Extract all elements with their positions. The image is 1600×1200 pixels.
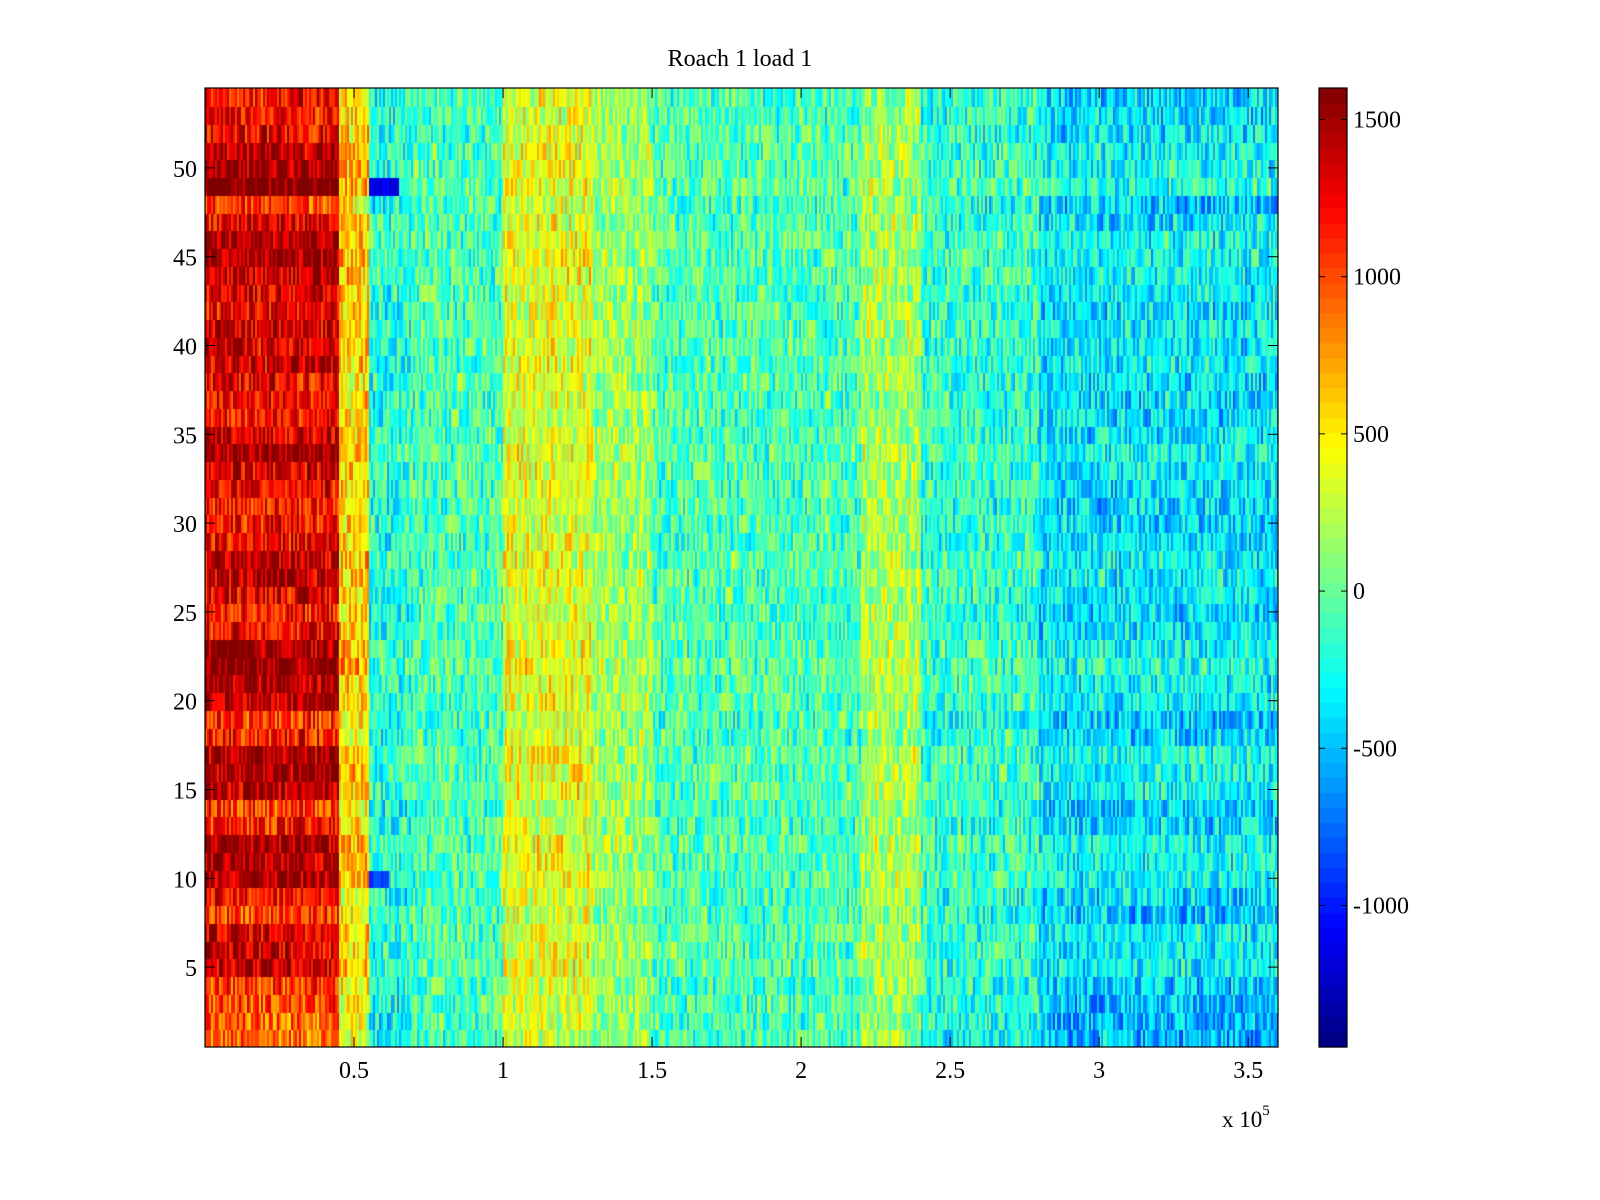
colorbar-tick-label: -500: [1353, 736, 1397, 762]
colorbar-tick-label: 0: [1353, 579, 1365, 605]
colorbar-segment: [1319, 1002, 1347, 1018]
colorbar-segment: [1319, 88, 1347, 104]
colorbar-segment: [1319, 462, 1347, 479]
x-tick-label: 2.5: [935, 1058, 965, 1084]
colorbar-segment: [1319, 267, 1347, 284]
colorbar-segment: [1319, 897, 1347, 913]
colorbar-segment: [1319, 1032, 1347, 1048]
colorbar-segment: [1319, 132, 1347, 149]
colorbar-segment: [1319, 477, 1347, 494]
colorbar-segment: [1319, 147, 1347, 164]
colorbar: 1500 1000 500 0 -500 -1000: [1318, 87, 1409, 1048]
colorbar-segment: [1319, 657, 1347, 673]
chart-title: Roach 1 load 1: [668, 46, 813, 72]
colorbar-segment: [1319, 822, 1347, 838]
colorbar-segment: [1319, 507, 1347, 524]
colorbar-segment: [1319, 312, 1347, 329]
colorbar-segment: [1319, 957, 1347, 973]
colorbar-tick-label: 1500: [1353, 107, 1401, 133]
colorbar-segment: [1319, 447, 1347, 464]
axes: 0.5 1 1.5 2 2.5 3 3.5 5 10 15 20 25 30 35 40 45 50: [173, 88, 1278, 1084]
colorbar-segment: [1319, 597, 1347, 614]
colorbar-segment: [1319, 717, 1347, 733]
colorbar-segment: [1319, 282, 1347, 299]
colorbar-segment: [1319, 357, 1347, 374]
colorbar-segment: [1319, 762, 1347, 778]
colorbar-segment: [1319, 702, 1347, 718]
colorbar-segment: [1319, 192, 1347, 209]
colorbar-segment: [1319, 222, 1347, 239]
x-tick-label: 3: [1093, 1058, 1105, 1084]
y-tick-label: 35: [173, 423, 197, 449]
plot-frame: [204, 87, 1279, 1048]
colorbar-segment: [1319, 162, 1347, 179]
colorbar-segment: [1319, 537, 1347, 554]
colorbar-segment: [1319, 387, 1347, 404]
colorbar-segment: [1319, 252, 1347, 269]
colorbar-segment: [1319, 102, 1347, 119]
colorbar-segment: [1319, 912, 1347, 928]
colorbar-segment: [1319, 297, 1347, 314]
colorbar-segment: [1319, 777, 1347, 793]
x-tick-label: 3.5: [1233, 1058, 1263, 1084]
colorbar-segment: [1319, 567, 1347, 584]
colorbar-segment: [1319, 852, 1347, 868]
y-tick-label: 25: [173, 601, 197, 627]
x-multiplier: x 105: [1222, 1103, 1270, 1132]
colorbar-segment: [1319, 687, 1347, 703]
colorbar-frame: [1318, 87, 1348, 1048]
y-tick-label: 40: [173, 335, 197, 361]
x-tick-label: 1: [497, 1058, 509, 1084]
colorbar-segment: [1319, 237, 1347, 254]
colorbar-segment: [1319, 672, 1347, 688]
colorbar-segment: [1319, 807, 1347, 823]
y-tick-label: 5: [185, 956, 197, 982]
y-tick-label: 30: [173, 512, 197, 538]
colorbar-segment: [1319, 627, 1347, 644]
colorbar-segment: [1319, 582, 1347, 599]
x-multiplier-exponent: 5: [1262, 1103, 1270, 1119]
colorbar-segment: [1319, 552, 1347, 569]
colorbar-segment: [1319, 747, 1347, 763]
x-tick-label: 2: [795, 1058, 807, 1084]
y-tick-label: 45: [173, 246, 197, 272]
colorbar-segment: [1319, 342, 1347, 359]
colorbar-segment: [1319, 927, 1347, 943]
y-tick-label: 50: [173, 157, 197, 183]
colorbar-segment: [1319, 417, 1347, 434]
colorbar-tick-label: -1000: [1353, 894, 1409, 920]
colorbar-segment: [1319, 942, 1347, 958]
colorbar-segment: [1319, 732, 1347, 748]
colorbar-segment: [1319, 972, 1347, 988]
x-multiplier-base: x 10: [1222, 1107, 1262, 1132]
x-tick-label: 0.5: [339, 1058, 369, 1084]
colorbar-segment: [1319, 402, 1347, 419]
colorbar-segment: [1319, 792, 1347, 808]
y-tick-label: 10: [173, 867, 197, 893]
colorbar-segment: [1319, 837, 1347, 853]
colorbar-segment: [1319, 522, 1347, 539]
x-tick-label: 1.5: [637, 1058, 667, 1084]
colorbar-segment: [1319, 177, 1347, 194]
colorbar-tick-label: 500: [1353, 422, 1389, 448]
y-tick-label: 20: [173, 690, 197, 716]
colorbar-segment: [1319, 432, 1347, 449]
colorbar-segment: [1319, 882, 1347, 898]
colorbar-segment: [1319, 492, 1347, 509]
colorbar-segment: [1319, 987, 1347, 1003]
colorbar-segment: [1319, 207, 1347, 224]
colorbar-segment: [1319, 642, 1347, 659]
colorbar-segment: [1319, 612, 1347, 629]
heatmap: [205, 88, 1278, 1047]
colorbar-segment: [1319, 867, 1347, 883]
colorbar-segment: [1319, 327, 1347, 344]
y-tick-label: 15: [173, 778, 197, 804]
colorbar-segment: [1319, 372, 1347, 389]
colorbar-tick-label: 1000: [1353, 265, 1401, 291]
colorbar-segment: [1319, 1017, 1347, 1033]
heatmap-cells: [205, 88, 1278, 1047]
colorbar-segment: [1319, 117, 1347, 134]
